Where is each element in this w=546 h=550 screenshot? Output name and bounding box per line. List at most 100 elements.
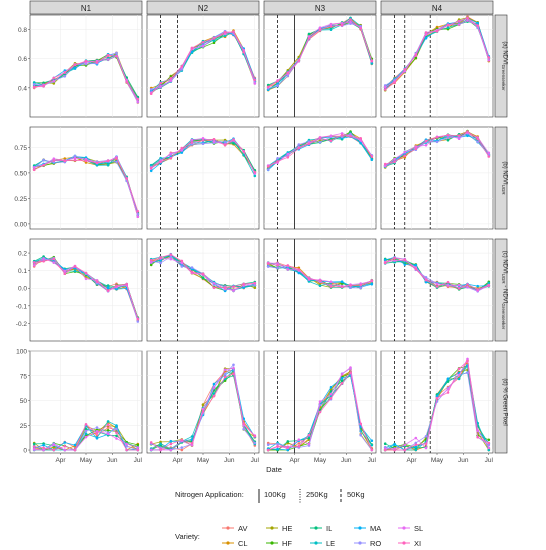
data-point-xi: [95, 61, 99, 64]
data-point-sl: [52, 261, 56, 264]
data-point-sl: [169, 152, 173, 155]
x-tick-label: May: [197, 457, 210, 464]
data-point-ro: [487, 443, 491, 447]
data-point-xi: [73, 265, 77, 268]
data-point-ma: [476, 284, 480, 288]
data-point-ro: [115, 51, 118, 55]
data-point-il: [446, 380, 450, 383]
legend-key-dot-cl: [226, 541, 230, 545]
panel-n1-row3: Apr May Jun Jul: [29, 350, 142, 464]
y-tick-label: 0.8: [18, 27, 27, 34]
panel-n4-row1: [380, 126, 494, 230]
data-point-av: [106, 426, 110, 429]
data-point-xi: [307, 277, 311, 280]
facet-label-n1: N1: [81, 4, 92, 13]
data-point-xi: [149, 258, 153, 262]
data-point-xi: [201, 272, 205, 276]
data-point-sl: [52, 443, 56, 447]
data-point-xi: [318, 28, 322, 32]
row-label-main: (d) % Green Pixel: [502, 378, 508, 425]
data-point-xi: [149, 441, 153, 444]
data-point-xi: [359, 283, 363, 287]
row-label-sub: Greenseeker: [501, 65, 506, 92]
data-point-sl: [307, 35, 311, 38]
y-tick-label: 25: [20, 423, 28, 430]
data-point-xi: [106, 423, 110, 427]
data-point-xi: [446, 133, 450, 137]
data-point-sl: [106, 432, 110, 436]
data-point-he: [159, 440, 162, 444]
data-point-il: [32, 442, 36, 446]
data-point-ma: [190, 50, 194, 54]
data-point-xi: [136, 97, 140, 101]
row-label-sub2: Greenseeker: [501, 303, 506, 330]
x-tick-label: Jun: [341, 457, 352, 464]
data-point-xi: [84, 159, 88, 163]
row-label-sub: UGR: [501, 185, 506, 196]
data-point-av: [297, 442, 301, 445]
panel-n2-row1: [146, 126, 260, 230]
data-point-sl: [201, 44, 205, 47]
data-point-ro: [359, 433, 363, 437]
data-point-xi: [63, 159, 67, 162]
data-point-sl: [253, 82, 257, 85]
data-point-ro: [136, 320, 140, 323]
data-point-he: [201, 403, 205, 406]
data-point-xi: [403, 154, 407, 158]
data-point-xi: [329, 25, 333, 28]
data-point-xi: [223, 375, 227, 379]
data-point-xi: [318, 410, 322, 414]
data-point-xi: [190, 442, 194, 445]
data-point-xi: [476, 24, 480, 27]
data-point-xi: [466, 283, 469, 286]
data-point-xi: [435, 136, 439, 139]
data-point-ro: [84, 62, 88, 66]
data-point-ro: [466, 371, 469, 375]
data-point-xi: [329, 396, 333, 400]
data-point-ma: [370, 158, 374, 161]
data-point-xi: [169, 442, 173, 446]
data-point-hf: [414, 56, 418, 60]
data-point-xi: [318, 279, 322, 283]
y-tick-label: -0.1: [16, 303, 28, 310]
data-point-sl: [212, 140, 216, 143]
data-point-xi: [223, 286, 227, 289]
data-point-ro: [180, 265, 184, 268]
data-point-xi: [136, 317, 140, 321]
data-point-sl: [232, 366, 235, 370]
data-point-sl: [329, 280, 333, 284]
data-point-ro: [190, 143, 194, 146]
data-point-ro: [286, 74, 290, 78]
data-point-sl: [136, 100, 140, 103]
row-strip-0: [494, 14, 508, 118]
data-point-xi: [424, 31, 428, 34]
data-point-xi: [242, 50, 245, 54]
data-point-xi: [253, 434, 257, 438]
data-point-ro: [297, 143, 301, 146]
panel-n3-row0: [263, 14, 377, 118]
x-tick-label: Apr: [289, 457, 300, 464]
data-point-xi: [180, 146, 184, 150]
data-point-xi: [446, 280, 450, 284]
data-point-le: [32, 81, 36, 84]
y-tick-label: 0.25: [14, 196, 27, 203]
data-point-sl: [403, 443, 407, 447]
data-point-xi: [435, 30, 439, 33]
data-point-hf: [393, 445, 396, 449]
data-point-sl: [180, 149, 184, 152]
y-tick-label: 0.6: [18, 56, 27, 63]
data-point-sl: [435, 282, 439, 286]
data-point-xi: [414, 54, 418, 57]
data-point-xi: [383, 448, 387, 452]
data-point-xi: [42, 164, 45, 167]
data-point-xi: [370, 60, 374, 63]
data-point-xi: [266, 165, 270, 168]
data-point-ma: [403, 263, 407, 266]
data-point-xi: [52, 448, 56, 452]
data-point-il: [42, 81, 45, 85]
data-point-sl: [95, 430, 99, 433]
data-point-xi: [286, 264, 290, 267]
data-point-le: [242, 153, 245, 157]
data-point-xi: [487, 441, 491, 445]
data-point-il: [340, 379, 344, 383]
